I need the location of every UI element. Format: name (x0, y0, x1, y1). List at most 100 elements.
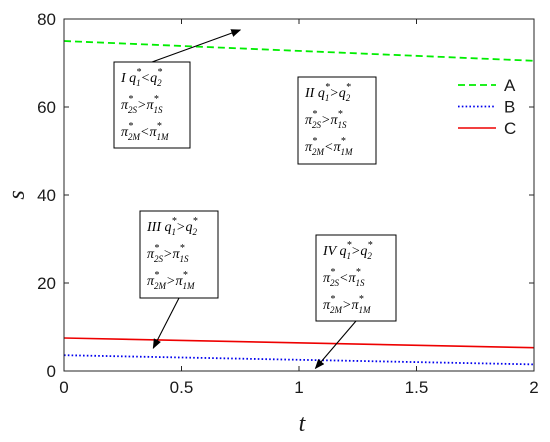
y-tick-label: 20 (37, 274, 56, 293)
annotation-text: < (141, 71, 150, 86)
annotation-region-3: III q* 1>q* 2π* 2S>π* 1Sπ* 2M>π* 1M (139, 210, 219, 350)
annotation-line: III q* 1>q* 2 (146, 216, 197, 237)
annotation-text: 1S (179, 254, 189, 264)
annotation-text: * (330, 294, 335, 305)
annotation-text: IV (322, 244, 339, 259)
annotation-text: * (367, 240, 372, 251)
x-tick-label: 2 (529, 378, 538, 397)
annotation-text: * (153, 94, 158, 105)
annotation-text: > (166, 274, 175, 289)
annotation-text: * (346, 82, 351, 93)
annotation-text: π (146, 98, 154, 113)
y-tick-label: 0 (47, 362, 56, 381)
annotation-text: 2 (346, 93, 351, 103)
annotation-text: π (305, 113, 313, 128)
annotation-line: π* 2M<π* 1M (121, 121, 169, 142)
y-tick-label: 80 (37, 10, 56, 29)
annotation-text: q (318, 86, 325, 101)
annotation-text: q (129, 71, 136, 86)
annotation-text: * (325, 82, 330, 93)
x-tick-label: 1.5 (405, 378, 429, 397)
annotation-text: * (156, 121, 161, 132)
annotation-box (315, 234, 397, 322)
annotation-text: π (323, 271, 331, 286)
annotation-region-4: IV q* 1>q* 2π* 2S<π* 1Sπ* 2M>π* 1M (314, 234, 397, 370)
annotation-text: 1 (346, 251, 351, 261)
annotation-box (297, 76, 377, 165)
annotation-text: * (136, 67, 141, 78)
annotation-text: 2M (154, 281, 167, 291)
annotation-region-2: II q* 1>q* 2π* 2S>π* 1Sπ* 2M<π* 1M (297, 76, 377, 165)
x-axis-label: t (299, 411, 307, 437)
annotation-text: * (355, 267, 360, 278)
annotation-text: * (172, 216, 177, 227)
annotation-text: * (157, 67, 162, 78)
annotation-text: π (175, 274, 183, 289)
annotation-line: II q* 1>q* 2 (304, 82, 351, 103)
x-tick-label: 0.5 (170, 378, 194, 397)
annotation-text: > (321, 113, 330, 128)
annotation-text: 2 (157, 78, 162, 88)
annotation-text: < (324, 140, 333, 155)
annotation-text: 2 (367, 251, 372, 261)
annotation-text: q (165, 220, 172, 235)
annotation-text: 2S (154, 254, 164, 264)
annotation-text: q (360, 244, 367, 259)
annotation-text: q (150, 71, 157, 86)
annotation-text: > (176, 220, 185, 235)
y-tick-label: 60 (37, 98, 56, 117)
annotation-text: * (312, 136, 317, 147)
annotation-text: q (185, 220, 192, 235)
annotation-text: 2S (128, 105, 138, 115)
annotation-text: * (192, 216, 197, 227)
annotation-text: > (137, 98, 146, 113)
annotation-text: III (146, 220, 165, 235)
annotation-text: π (121, 98, 129, 113)
annotation-arrow (152, 297, 180, 350)
annotation-text: 2M (330, 305, 343, 315)
annotation-text: q (339, 244, 346, 259)
annotation-text: 1S (337, 120, 347, 130)
annotation-text: 2S (330, 278, 340, 288)
annotation-text: * (154, 270, 159, 281)
annotation-text: 1M (182, 281, 195, 291)
annotation-text: 1M (156, 132, 169, 142)
annotation-text: π (147, 247, 155, 262)
series-line-B (63, 354, 535, 366)
annotation-arrow (151, 29, 242, 63)
annotation-text: * (312, 109, 317, 120)
annotation-text: * (337, 109, 342, 120)
annotation-text: * (128, 94, 133, 105)
annotation-text: < (140, 125, 149, 140)
annotation-text: π (305, 140, 313, 155)
annotation-text: * (128, 121, 133, 132)
annotation-text: π (333, 140, 341, 155)
annotation-text: 1M (340, 147, 353, 157)
annotation-line: π* 2M>π* 1M (147, 270, 195, 291)
annotation-text: 1 (325, 93, 330, 103)
annotation-text: < (339, 271, 348, 286)
annotation-text: II (304, 86, 318, 101)
annotation-text: 2 (192, 227, 197, 237)
annotation-text: π (351, 298, 359, 313)
annotation-text: * (330, 267, 335, 278)
series-line-A (63, 40, 535, 62)
annotation-line: π* 2M>π* 1M (323, 294, 371, 315)
annotation-line: π* 2M<π* 1M (305, 136, 353, 157)
annotation-text: 2M (128, 132, 141, 142)
annotation-text: π (147, 274, 155, 289)
annotation-text: 1S (153, 105, 163, 115)
x-tick-label: 1 (294, 378, 303, 397)
y-tick-label: 40 (37, 186, 56, 205)
annotation-text: π (330, 113, 338, 128)
annotation-text: π (121, 125, 129, 140)
annotation-line: π* 2S<π* 1S (323, 267, 365, 288)
annotation-arrow (314, 320, 357, 370)
annotation-text: 2S (312, 120, 322, 130)
annotation-text: * (182, 270, 187, 281)
annotation-line: IV q* 1>q* 2 (322, 240, 372, 261)
annotation-text: π (172, 247, 180, 262)
annotation-text: * (358, 294, 363, 305)
annotation-line: π* 2S>π* 1S (305, 109, 347, 130)
